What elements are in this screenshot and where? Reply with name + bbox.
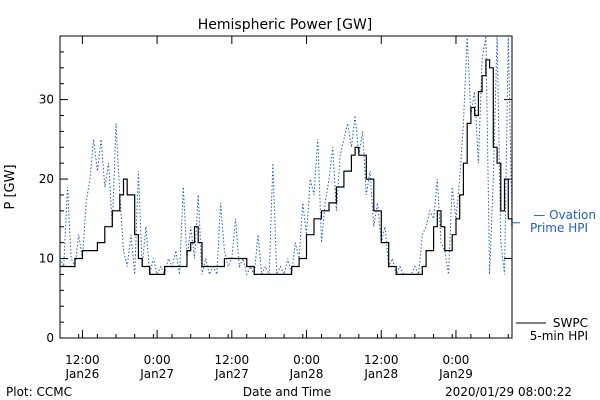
legend-swpc-line2: 5-min HPI <box>530 329 588 343</box>
plot-frame <box>59 35 513 339</box>
x-tick-date-label: Jan27 <box>139 367 174 381</box>
series-layer <box>59 35 520 277</box>
y-axis-ticks: 0 10 20 30 <box>39 35 512 345</box>
legend-ovation-line2: Prime HPI <box>530 221 588 235</box>
x-tick-date-label: Jan28 <box>289 367 324 381</box>
x-tick-time-label: 0:00 <box>442 353 469 367</box>
y-tick-label: 30 <box>39 93 54 107</box>
legend-swpc: SWPC 5-min HPI <box>516 316 588 343</box>
x-tick-date-label: Jan26 <box>65 367 100 381</box>
legend-ovation: — Ovation Prime HPI <box>530 208 596 235</box>
footer-plot-source: Plot: CCMC <box>6 385 72 399</box>
x-tick-time-label: 12:00 <box>65 353 100 367</box>
x-tick-time-label: 0:00 <box>144 353 171 367</box>
series-ovation-prime-line <box>59 35 513 277</box>
legend-swpc-line1: SWPC <box>553 316 588 330</box>
footer-timestamp: 2020/01/29 08:00:22 <box>445 385 572 399</box>
x-tick-date-label: Jan28 <box>363 367 398 381</box>
y-tick-label: 10 <box>39 252 54 266</box>
y-axis-label: P [GW] <box>3 164 18 209</box>
x-tick-date-label: Jan29 <box>438 367 473 381</box>
x-tick-time-label: 12:00 <box>364 353 399 367</box>
series-swpc-line <box>60 59 513 275</box>
y-tick-label: 20 <box>39 172 54 186</box>
y-tick-label: 0 <box>46 331 54 345</box>
x-axis-label: Date and Time <box>243 385 331 399</box>
x-tick-time-label: 12:00 <box>215 353 250 367</box>
x-tick-date-label: Jan27 <box>214 367 249 381</box>
chart-title: Hemispheric Power [GW] <box>198 17 373 33</box>
x-tick-time-label: 0:00 <box>293 353 320 367</box>
legend-ovation-line1: — Ovation <box>533 208 596 222</box>
x-axis-ticks: 12:00Jan260:00Jan2712:00Jan270:00Jan2812… <box>59 36 509 381</box>
